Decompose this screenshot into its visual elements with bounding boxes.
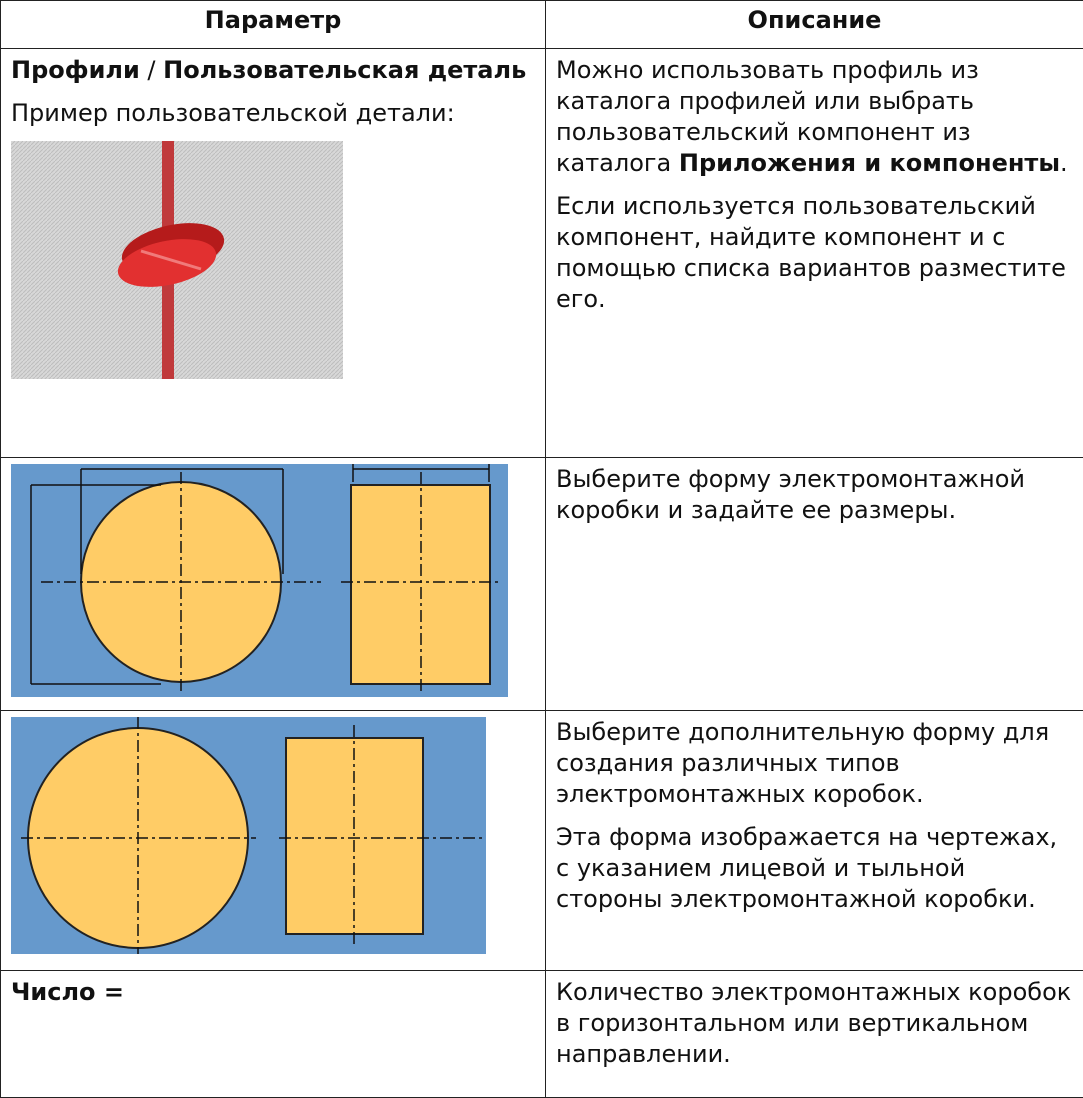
paragraph: Выберите форму электромонтажной коробки … [556,464,1073,526]
row: Выберите форму электромонтажной коробки … [1,458,1083,711]
row: Число = Количество электромонтажных коро… [1,971,1083,1098]
cell: Выберите форму электромонтажной коробки … [546,458,1083,711]
text: / [147,56,155,84]
cell [1,458,546,711]
cell: Можно использовать профиль из каталога п… [546,49,1083,458]
header-cell: Описание [546,1,1083,49]
bold-text: Пользовательская деталь [163,56,526,84]
header-cell: Параметр [1,1,546,49]
cell: Профили / Пользовательская деталь Пример… [1,49,546,458]
cell: Количество электромонтажных коробок в го… [546,971,1083,1098]
cell: Выберите дополнительную форму для создан… [546,711,1083,971]
bold-text: Приложения и компоненты [679,149,1060,177]
shape-image [11,464,508,697]
paragraph: Эта форма изображается на чертежах, с ук… [556,822,1073,915]
param-title: Профили / Пользовательская деталь [11,55,535,86]
cell: Число = [1,971,546,1098]
cell [1,711,546,971]
paragraph: Количество электромонтажных коробок в го… [556,977,1073,1070]
note: Пример пользовательской детали: [11,98,535,129]
shape-image [11,717,486,954]
bold-text: Число = [11,978,124,1006]
header-row: Параметр Описание [1,1,1083,49]
row: Профили / Пользовательская деталь Пример… [1,49,1083,458]
param-title: Число = [11,977,535,1008]
custom-part-image [11,141,343,379]
paragraph: Если используется пользовательский компо… [556,191,1073,315]
bold-text: Профили [11,56,140,84]
paragraph: Можно использовать профиль из каталога п… [556,55,1073,179]
paragraph: Выберите дополнительную форму для создан… [556,717,1073,810]
row: Выберите дополнительную форму для создан… [1,711,1083,971]
text: . [1060,149,1068,177]
